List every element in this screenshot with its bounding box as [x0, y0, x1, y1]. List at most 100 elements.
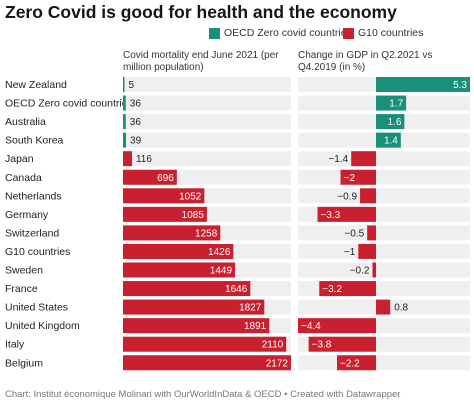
- gdp-bar: [337, 355, 377, 371]
- gdp-value-label: −2: [344, 173, 356, 184]
- mortality-bar: [123, 95, 126, 111]
- mortality-value-label: 2110: [262, 340, 284, 351]
- gdp-value-label: 0.8: [394, 303, 408, 314]
- gdp-bar: [367, 225, 377, 241]
- category-label: New Zealand: [5, 79, 67, 91]
- gdp-bar: [376, 95, 407, 111]
- mortality-bar: [123, 169, 177, 185]
- mortality-value-label: 116: [136, 154, 152, 165]
- gdp-value-label: −4.4: [301, 321, 321, 332]
- category-label: Australia: [5, 116, 46, 128]
- gdp-bar: [308, 336, 377, 352]
- category-label: Japan: [5, 153, 34, 165]
- gdp-bar: [372, 262, 377, 278]
- gdp-bar-background: [298, 151, 470, 167]
- mortality-value-label: 696: [157, 173, 174, 184]
- gdp-bar-background: [298, 188, 470, 204]
- category-label: France: [5, 283, 38, 295]
- legend-swatch-g10: [343, 27, 354, 39]
- mortality-value-label: 1052: [179, 191, 202, 202]
- gdp-value-label: −3.8: [312, 340, 332, 351]
- column-header-mortality: Covid mortality end June 2021 (per milli…: [123, 50, 279, 73]
- mortality-value-label: 1258: [195, 228, 218, 239]
- gdp-value-label: −0.9: [337, 191, 357, 202]
- legend-label-g10: G10 countries: [358, 27, 424, 39]
- gdp-bar-background: [298, 225, 470, 241]
- mortality-value-label: 1449: [210, 266, 233, 277]
- mortality-value-label: 36: [130, 99, 142, 110]
- mortality-bar-background: [123, 114, 291, 130]
- gdp-bar-background: [298, 243, 470, 259]
- category-label: Netherlands: [5, 190, 62, 202]
- gdp-bar-background: [298, 262, 470, 278]
- gdp-value-label: −1: [344, 247, 356, 258]
- mortality-bar: [123, 188, 205, 204]
- gdp-value-label: −3.2: [322, 284, 342, 295]
- column-header-gdp: Change in GDP in Q2.2021 vs Q4.2019 (in …: [298, 50, 433, 73]
- gdp-bar: [317, 206, 377, 222]
- gdp-bar: [358, 243, 377, 259]
- legend-item-g10: G10 countries: [343, 27, 423, 39]
- mortality-bar: [123, 132, 127, 148]
- gdp-value-label: −0.5: [344, 228, 364, 239]
- mortality-bar: [123, 299, 265, 315]
- mortality-bar: [123, 243, 234, 259]
- mortality-bar: [123, 262, 236, 278]
- category-label: United Kingdom: [5, 320, 80, 332]
- mortality-bar-background: [123, 95, 291, 111]
- category-label: Germany: [5, 209, 49, 221]
- gdp-value-label: −2.2: [340, 358, 360, 369]
- chart-title: Zero Covid is good for health and the ec…: [5, 2, 397, 22]
- mortality-value-label: 5: [129, 80, 135, 91]
- category-label: United States: [5, 302, 68, 314]
- mortality-bar: [123, 355, 291, 371]
- mortality-bar: [123, 225, 221, 241]
- mortality-bar-background: [123, 151, 291, 167]
- mortality-bar: [123, 206, 207, 222]
- gdp-value-label: −3.3: [321, 210, 341, 221]
- mortality-value-label: 1426: [208, 247, 231, 258]
- mortality-value-label: 1827: [239, 303, 262, 314]
- gdp-bar-background: [298, 355, 470, 371]
- mortality-value-label: 1646: [225, 284, 248, 295]
- gdp-bar: [376, 299, 391, 315]
- gdp-value-label: 1.6: [387, 117, 401, 128]
- category-label: Belgium: [5, 357, 43, 369]
- mortality-bar: [123, 114, 126, 130]
- mortality-value-label: 1085: [182, 210, 205, 221]
- gdp-bar: [340, 169, 377, 185]
- gdp-bar: [376, 132, 401, 148]
- gdp-value-label: 1.4: [384, 136, 398, 147]
- gdp-bar: [298, 318, 377, 334]
- category-label: Sweden: [5, 265, 43, 277]
- gdp-bar: [360, 188, 377, 204]
- legend: OECD Zero covid countries G10 countries: [0, 27, 474, 43]
- mortality-bar: [123, 281, 251, 297]
- legend-label-oecd: OECD Zero covid countries: [224, 27, 352, 39]
- mortality-bar-background: [123, 132, 291, 148]
- gdp-value-label: 1.7: [389, 99, 403, 110]
- category-label: OECD Zero covid countries: [5, 98, 133, 110]
- chart-footer: Chart: Institut économique Molinari with…: [5, 389, 401, 400]
- mortality-bar: [123, 336, 287, 352]
- category-label: Canada: [5, 172, 42, 184]
- legend-swatch-oecd: [209, 27, 220, 39]
- gdp-bar: [376, 114, 405, 130]
- mortality-bar: [123, 77, 125, 92]
- legend-item-oecd: OECD Zero covid countries: [209, 27, 352, 39]
- gdp-value-label: −1.4: [328, 154, 348, 165]
- category-label: Italy: [5, 339, 25, 351]
- gdp-bar-background: [298, 169, 470, 185]
- category-label: South Korea: [5, 135, 64, 147]
- gdp-bar: [351, 151, 377, 167]
- gdp-bar: [319, 281, 377, 297]
- mortality-value-label: 1891: [244, 321, 267, 332]
- mortality-bar: [123, 151, 132, 167]
- gdp-value-label: 5.3: [453, 80, 467, 91]
- category-label: Switzerland: [5, 227, 59, 239]
- mortality-bar-background: [123, 77, 291, 92]
- mortality-value-label: 36: [130, 117, 142, 128]
- gdp-bar: [376, 77, 470, 92]
- mortality-value-label: 39: [130, 136, 142, 147]
